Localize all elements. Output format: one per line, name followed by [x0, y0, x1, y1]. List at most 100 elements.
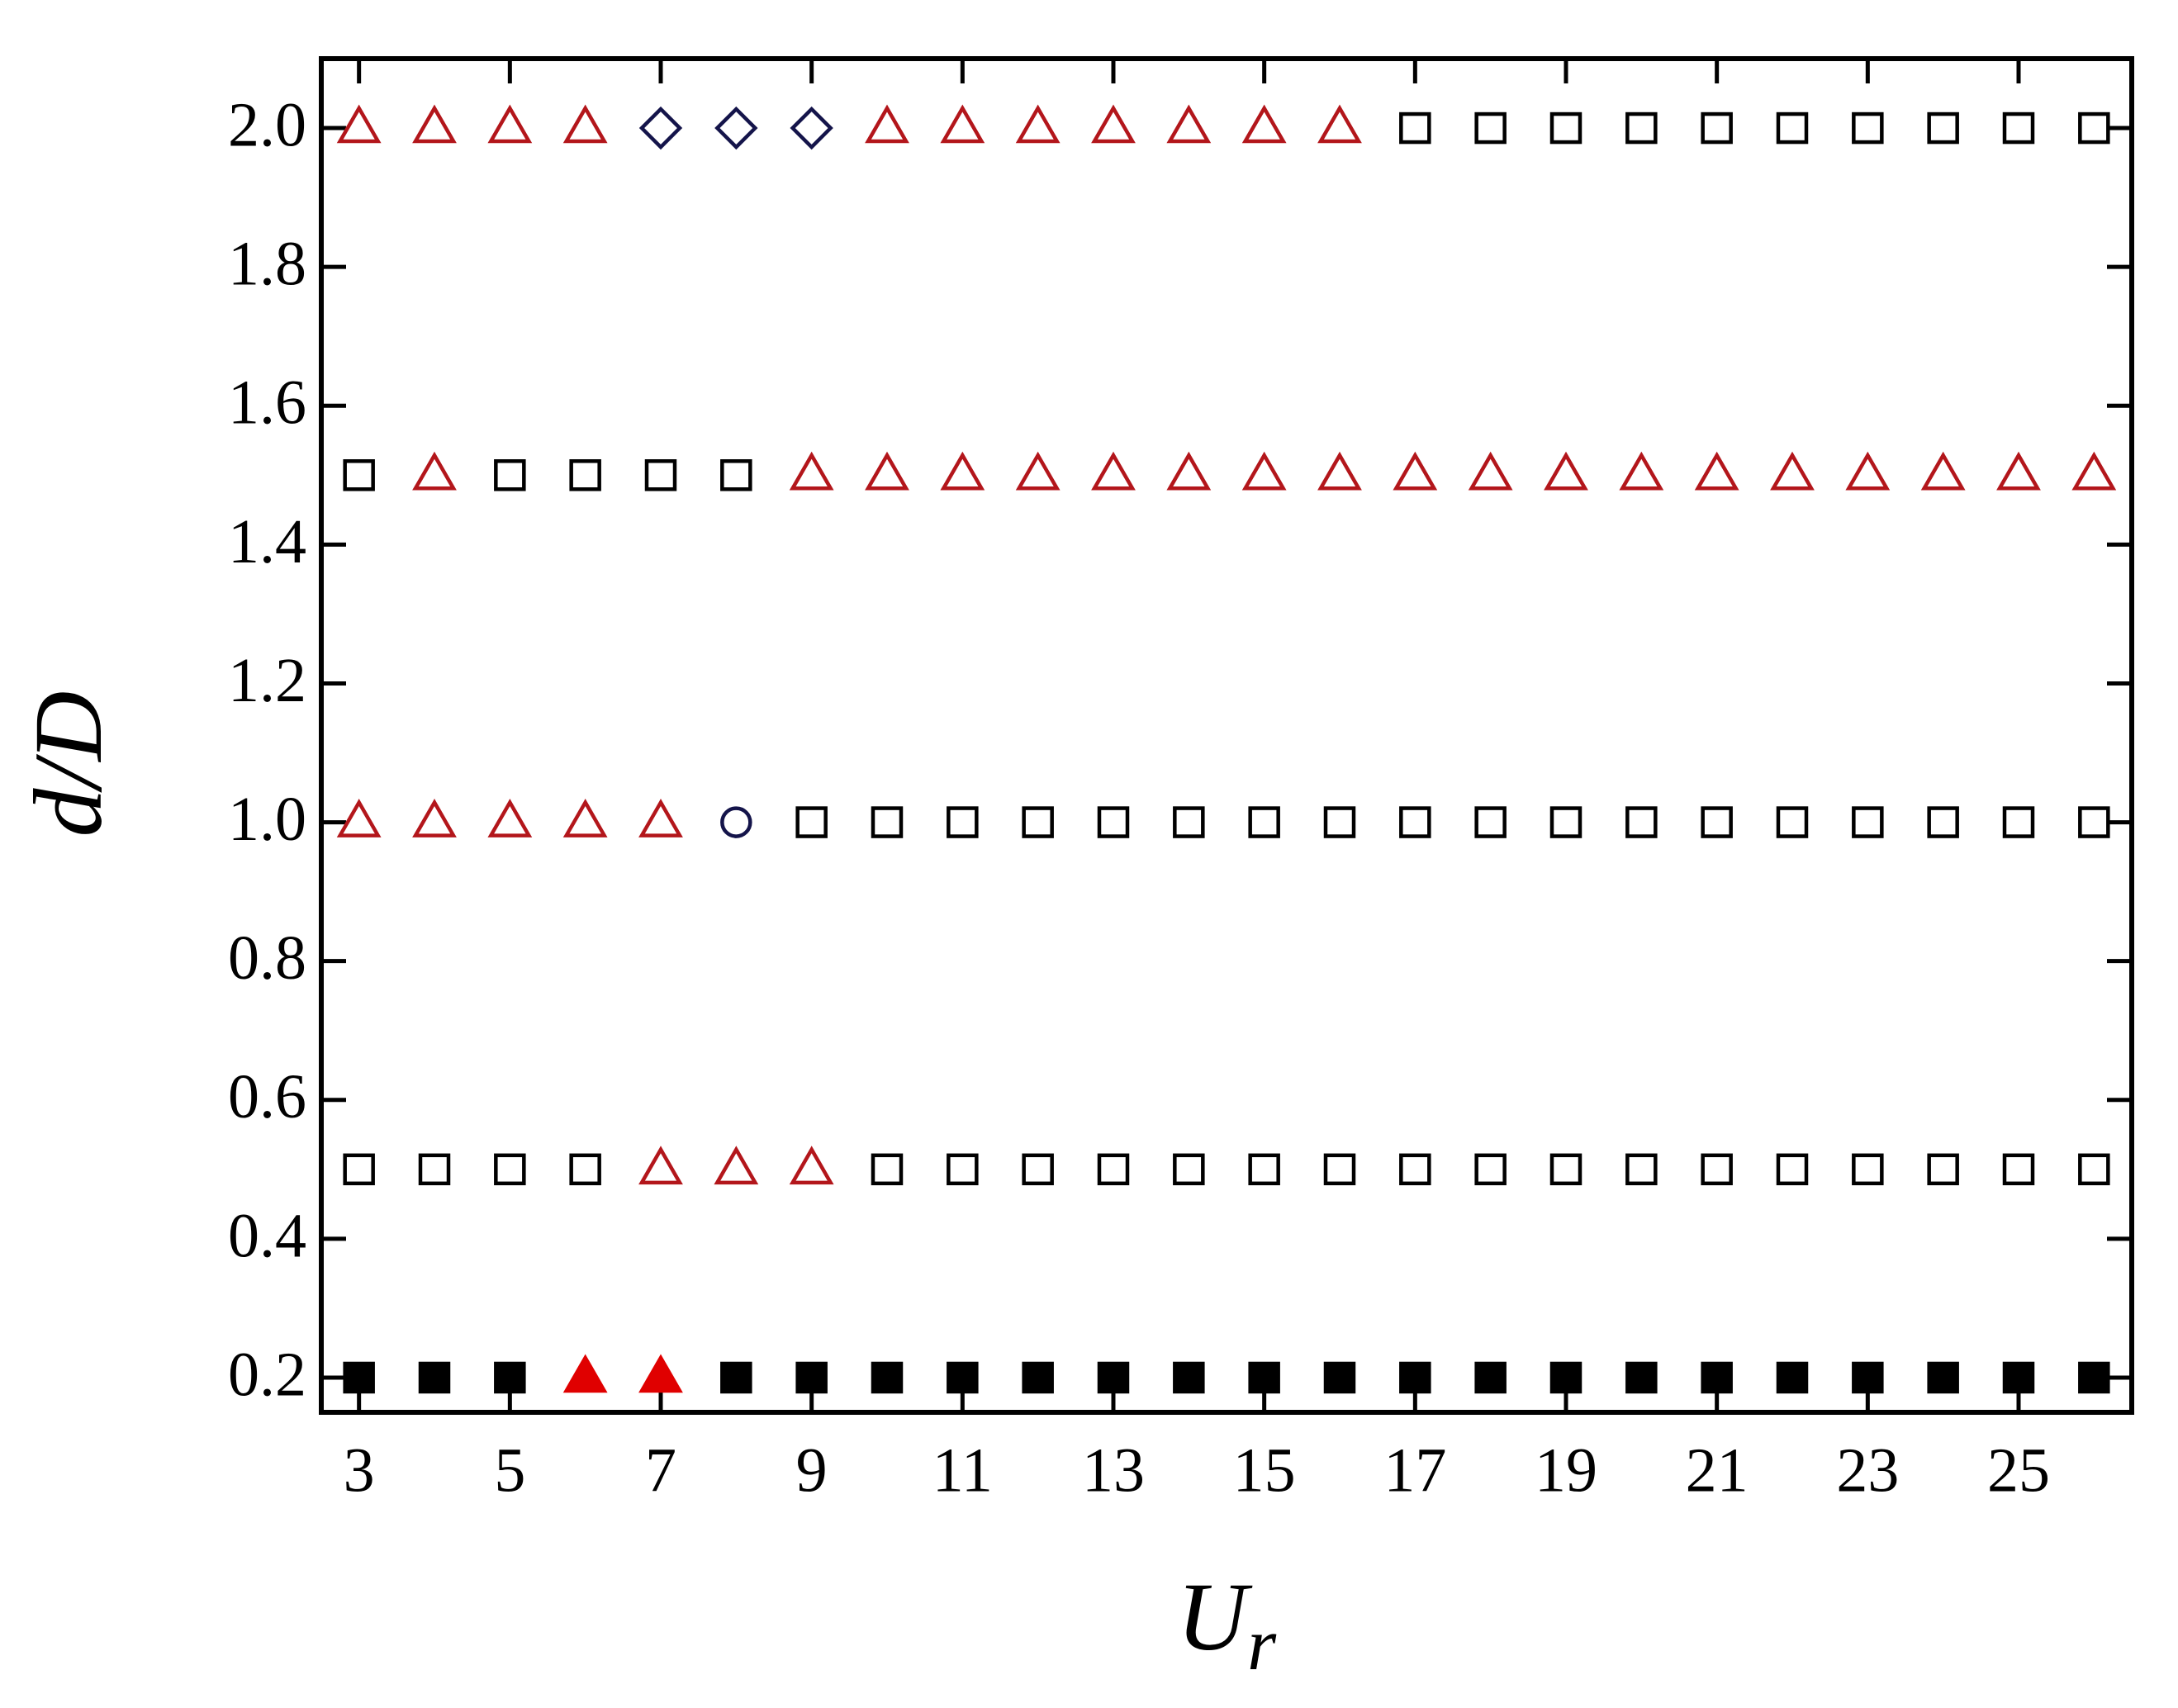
data-point: [1015, 104, 1061, 144]
data-point: [1625, 806, 1658, 838]
x-axis-label: Ur: [1177, 1563, 1277, 1686]
data-point: [1399, 1361, 1431, 1394]
data-point: [947, 1361, 979, 1394]
data-point: [1701, 806, 1733, 838]
data-point: [1920, 451, 1966, 491]
data-point: [1248, 1361, 1280, 1394]
data-point: [412, 451, 457, 491]
data-point: [1927, 111, 1959, 145]
x-tick-label: 13: [1082, 1435, 1145, 1505]
y-axis-label: d/D: [14, 691, 122, 837]
data-point: [1549, 1153, 1582, 1186]
x-tick-label: 19: [1535, 1435, 1597, 1505]
x-tick-label: 17: [1383, 1435, 1446, 1505]
data-point: [1694, 451, 1739, 491]
data-point: [720, 1361, 752, 1394]
data-point: [494, 459, 526, 491]
data-point: [1173, 1361, 1205, 1394]
data-point: [1852, 806, 1884, 838]
data-point: [1248, 806, 1280, 838]
data-point: [1852, 111, 1884, 145]
data-point: [1248, 1153, 1280, 1186]
data-point: [1852, 1361, 1884, 1394]
y-tick-label: 2.0: [228, 90, 306, 159]
y-tick-label: 0.6: [228, 1062, 306, 1132]
data-point: [1399, 1153, 1431, 1186]
data-point: [1091, 104, 1136, 144]
data-point: [871, 1361, 904, 1394]
y-tick-label: 1.0: [228, 785, 306, 854]
data-point: [1474, 806, 1507, 838]
data-point: [720, 806, 752, 838]
data-point: [562, 104, 608, 144]
data-point: [1097, 1361, 1130, 1394]
data-point: [1323, 806, 1356, 838]
x-axis-label-sub: r: [1247, 1604, 1277, 1686]
data-point: [494, 1361, 526, 1394]
data-point: [1701, 1361, 1733, 1394]
data-point: [1544, 451, 1588, 491]
data-point: [1241, 451, 1287, 491]
data-point: [1770, 451, 1815, 491]
data-point: [1776, 111, 1809, 145]
y-tick-label: 1.2: [228, 646, 306, 715]
data-point: [795, 806, 828, 838]
data-point: [638, 799, 683, 837]
data-point: [789, 451, 834, 491]
plot-frame: [319, 56, 2134, 1415]
data-point: [1625, 1361, 1658, 1394]
data-point: [1474, 111, 1507, 145]
y-tick-label: 1.4: [228, 507, 306, 576]
data-point: [1022, 806, 1054, 838]
data-point: [1625, 111, 1658, 145]
data-point: [1549, 111, 1582, 145]
y-tick-label: 0.8: [228, 923, 306, 993]
data-point: [2002, 806, 2035, 838]
data-point: [1323, 1153, 1356, 1186]
data-point: [1323, 1361, 1356, 1394]
y-tick-label: 1.8: [228, 230, 306, 299]
x-tick-label: 7: [645, 1435, 676, 1505]
data-point: [1927, 806, 1959, 838]
data-point: [1927, 1153, 1959, 1186]
data-point: [562, 1354, 608, 1393]
data-point: [1091, 451, 1136, 491]
data-point: [336, 104, 382, 144]
data-point: [1097, 806, 1130, 838]
x-axis-label-main: U: [1177, 1563, 1253, 1671]
data-point: [1393, 451, 1438, 491]
x-tick-label: 9: [796, 1435, 828, 1505]
data-point: [1399, 111, 1431, 145]
data-point: [1173, 1153, 1205, 1186]
data-point: [1022, 1361, 1054, 1394]
x-tick-label: 23: [1836, 1435, 1899, 1505]
x-tick-label: 21: [1686, 1435, 1749, 1505]
data-point: [569, 459, 601, 491]
data-point: [343, 1361, 375, 1394]
data-point: [1549, 1361, 1582, 1394]
data-point: [1468, 451, 1513, 491]
data-point: [1166, 104, 1212, 144]
data-point: [714, 106, 758, 150]
data-point: [343, 1153, 375, 1186]
data-point: [1399, 806, 1431, 838]
data-point: [638, 106, 683, 150]
data-point: [1701, 111, 1733, 145]
data-point: [2002, 111, 2035, 145]
data-point: [1022, 1153, 1054, 1186]
data-point: [940, 104, 985, 144]
data-point: [947, 806, 979, 838]
data-point: [2078, 806, 2110, 838]
data-point: [2078, 111, 2110, 145]
data-point: [1015, 451, 1061, 491]
data-point: [343, 459, 375, 491]
data-point: [1474, 1153, 1507, 1186]
y-tick-label: 0.4: [228, 1201, 306, 1270]
data-point: [1625, 1153, 1658, 1186]
data-point: [865, 104, 909, 144]
data-point: [487, 104, 533, 144]
data-point: [720, 459, 752, 491]
data-point: [1776, 1153, 1809, 1186]
